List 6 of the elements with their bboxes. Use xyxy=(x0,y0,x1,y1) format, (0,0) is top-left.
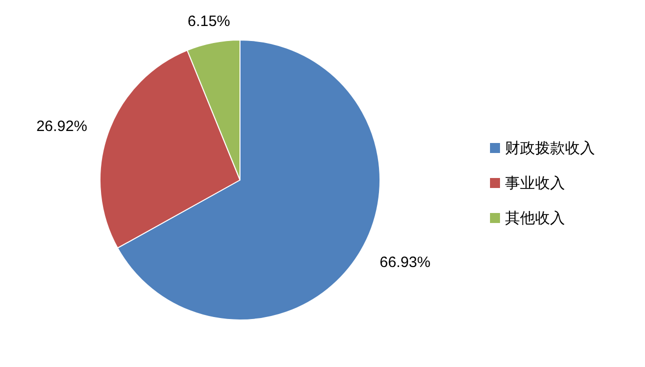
legend-label: 财政拨款收入 xyxy=(505,140,595,157)
legend-label: 事业收入 xyxy=(505,175,565,192)
legend-label: 其他收入 xyxy=(505,210,565,227)
data-label: 26.92% xyxy=(36,118,88,136)
data-label: 6.15% xyxy=(188,13,230,30)
data-label: 66.93% xyxy=(380,254,430,272)
